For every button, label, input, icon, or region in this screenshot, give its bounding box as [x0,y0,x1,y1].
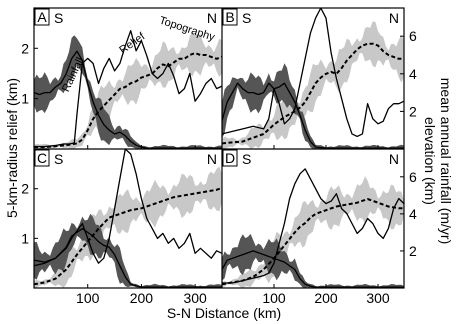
panel-C-letter-box [34,149,50,167]
panel-D-right-tick-label: 4 [409,206,417,222]
panel-D-letter-box [222,149,238,167]
panels-layer [34,8,404,288]
panel-D-plot [222,168,404,288]
annotation-relief: Relief [117,30,148,57]
panel-D-rainfall-band [222,233,404,288]
panel-C-x-tick-label: 100 [76,290,100,306]
tick-labels: 1 2 2 4 6 1 2 100 200 300 2 4 6 100 200 300 [21,28,417,306]
panel-C-topography-line [34,186,222,286]
panel-C-x-tick-label: 300 [183,290,207,306]
panel-D-x-tick-label: 300 [366,290,390,306]
panel-D-right-tick-label: 6 [409,169,417,185]
panel-C-rainfall-band [34,213,222,288]
plot-frame [33,7,405,289]
panel-C-letter: C [37,150,47,166]
panel-A-north-label: N [207,10,217,26]
y-left-axis-label: 5-km-radius relief (km) [4,78,20,218]
panel-D-letter: D [225,150,235,166]
panel-C-left-tick-label: 2 [21,181,29,197]
panel-B-letter-box [222,8,238,26]
panel-A-left-tick-label: 2 [21,40,29,56]
panel-B-topography-band [222,21,404,149]
panel-A-south-label: S [54,10,63,26]
panel-C-north-label: N [207,151,217,167]
panel-B-north-label: N [389,10,399,26]
panel-C-left-tick-label: 1 [21,230,29,246]
panel-B-right-tick-label: 2 [409,103,417,119]
panel-C-plot [34,149,222,288]
y-right-axis-label-rainfall: mean annual rainfall (m/yr) [438,78,454,245]
x-axis-label: S-N Distance (km) [167,305,281,321]
panel-B-rainfall-line [222,82,404,149]
panel-A-rainfall-line [34,50,222,149]
panel-D-x-tick-label: 100 [262,290,286,306]
panel-D-relief-line [222,168,404,284]
y-right-axis-label-elevation: elevation (km) [422,117,438,205]
panel-C-x-tick-label: 200 [130,290,154,306]
panel-D-x-tick-label: 200 [314,290,338,306]
panel-B-plot [222,8,404,149]
panel-B-relief-line [222,8,404,138]
panel-A-left-tick-label: 1 [21,91,29,107]
panel-D-north-label: N [389,151,399,167]
panel-C-relief-line [34,149,222,267]
panel-B-topography-line [222,42,404,145]
panel-C-south-label: S [54,151,63,167]
panel-B-letter: B [225,9,234,25]
panel-D-south-label: S [242,151,251,167]
panel-D-right-tick-label: 2 [409,243,417,259]
panel-A-plot [34,30,222,149]
panel-D-rainfall-line [222,250,404,288]
panel-B-south-label: S [242,10,251,26]
panel-A-rainfall-band [34,35,222,149]
panel-D-topography-line [222,198,404,286]
panel-B-right-tick-label: 4 [409,66,417,82]
panel-A-letter: A [37,9,47,25]
panel-A-letter-box [34,8,50,26]
panel-B-right-tick-label: 6 [409,28,417,44]
panel-A-relief-line [34,30,222,148]
